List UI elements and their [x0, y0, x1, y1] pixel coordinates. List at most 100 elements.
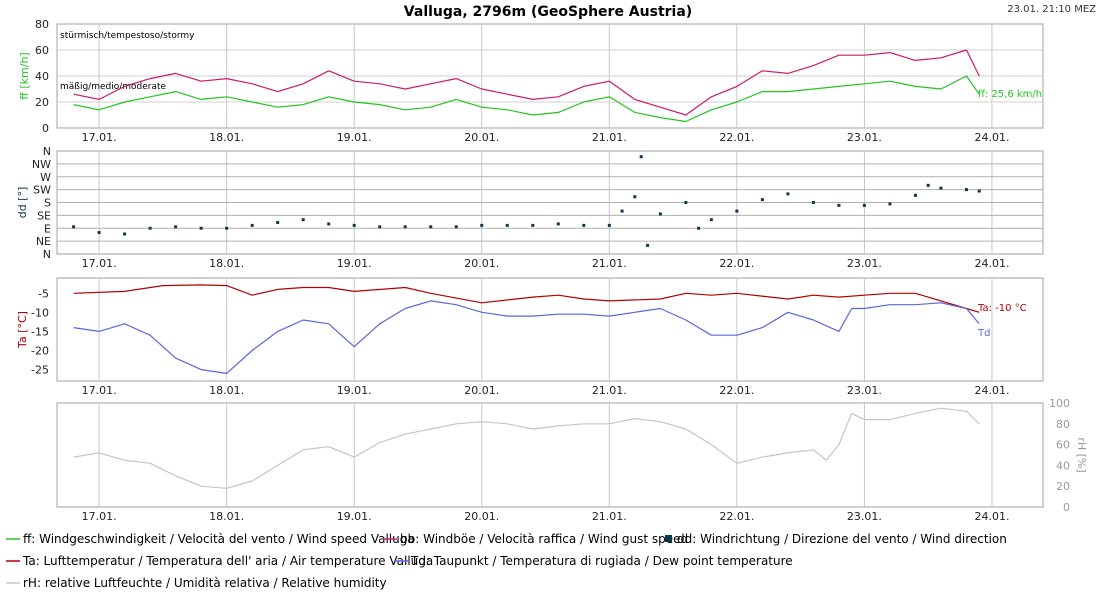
direction-point: [926, 183, 930, 187]
direction-point: [378, 225, 382, 229]
x-tick-label: 23.01.: [847, 384, 882, 397]
legend-item-bb: bb: Windböe / Velocità raffica / Wind gu…: [383, 532, 688, 546]
x-tick-label: 22.01.: [719, 257, 754, 270]
direction-point: [709, 218, 713, 222]
x-tick-label: 18.01.: [209, 257, 244, 270]
series-line-ff: [73, 75, 980, 123]
legend-label-bb: bb: Windböe / Velocità raffica / Wind gu…: [400, 532, 688, 546]
direction-point: [684, 201, 688, 204]
y-tick-label: 80: [1056, 418, 1070, 431]
direction-point: [123, 232, 127, 236]
current-value-ff: ff: 25,6 km/h: [978, 89, 1042, 100]
x-tick-label: 20.01.: [464, 384, 499, 397]
legend-item-ta: Ta: Lufttemperatur / Temperatura dell' a…: [6, 554, 433, 568]
y-tick-label: -10: [31, 306, 49, 319]
direction-point: [505, 223, 509, 227]
direction-point: [760, 198, 764, 202]
legend-item-ff: ff: Windgeschwindigkeit / Velocità del v…: [6, 532, 415, 546]
y-tick-label: SE: [37, 209, 51, 222]
direction-point: [786, 192, 790, 196]
x-tick-label: 21.01.: [592, 384, 627, 397]
direction-point: [964, 188, 968, 192]
x-tick-label: 24.01.: [974, 384, 1009, 397]
plot-frame: [56, 402, 1044, 508]
direction-point: [811, 201, 815, 204]
x-tick-label: 18.01.: [209, 131, 244, 144]
direction-point: [454, 225, 458, 229]
y-tick-label: 80: [35, 18, 49, 31]
x-tick-label: 20.01.: [464, 131, 499, 144]
legend-label-ff: ff: Windgeschwindigkeit / Velocità del v…: [23, 532, 415, 546]
y-tick-label: -5: [38, 287, 49, 300]
band-label-moderate: mäßig/medio/moderate: [60, 82, 167, 92]
x-tick-label: 19.01.: [337, 510, 372, 523]
direction-point: [633, 195, 637, 199]
legend: ff: Windgeschwindigkeit / Velocità del v…: [6, 532, 1007, 590]
direction-point: [582, 223, 586, 227]
direction-point: [174, 225, 178, 229]
y-tick-label: 0: [1063, 501, 1070, 514]
panels: 17.01. 18.01. 19.01. 20.01. 21.01. 22.01. 23.0…: [16, 18, 1088, 523]
current-value-td: Td: [977, 328, 990, 339]
direction-point: [620, 209, 624, 213]
direction-point: [646, 243, 650, 247]
y-tick-label: 20: [1056, 480, 1070, 493]
panel-humidity: 17.01. 18.01. 19.01. 20.01. 21.01. 22.01. 23.0…: [56, 397, 1088, 523]
legend-marker-dd: [665, 535, 672, 542]
direction-point: [225, 226, 229, 230]
y-tick-label: 20: [35, 96, 49, 109]
x-tick-label: 23.01.: [847, 257, 882, 270]
direction-point: [697, 226, 701, 230]
x-tick-label: 24.01.: [974, 131, 1009, 144]
panel-wind_direction: 17.01. 18.01. 19.01. 20.01. 21.01. 22.01. 23.0…: [16, 145, 1044, 270]
series-line-rh: [73, 407, 980, 489]
chart-title: Valluga, 2796m (GeoSphere Austria): [404, 4, 692, 20]
x-tick-label: 18.01.: [209, 510, 244, 523]
x-tick-label: 17.01.: [82, 131, 117, 144]
current-value-ta: Ta: -10 °C: [977, 303, 1027, 314]
series-line-bb: [73, 49, 980, 116]
direction-point: [556, 222, 560, 226]
x-tick-label: 22.01.: [719, 131, 754, 144]
direction-point: [862, 203, 866, 207]
y-tick-label: 40: [1056, 459, 1070, 472]
direction-point: [403, 225, 407, 229]
direction-point: [913, 193, 917, 197]
y-tick-label: 60: [1056, 439, 1070, 452]
direction-point: [352, 223, 356, 227]
panel-temperature: 17.01. 18.01. 19.01. 20.01. 21.01. 22.01. 23.0…: [16, 277, 1044, 397]
y-tick-label: N: [43, 248, 51, 261]
y-tick-label: 40: [35, 70, 49, 83]
y-axis-label: Ta [°C]: [16, 311, 29, 349]
x-tick-label: 21.01.: [592, 510, 627, 523]
y-tick-label: W: [40, 171, 51, 184]
y-axis-label: dd [°]: [16, 187, 29, 219]
x-tick-label: 22.01.: [719, 510, 754, 523]
y-tick-label: SW: [33, 184, 51, 197]
panel-wind_speed: 17.01. 18.01. 19.01. 20.01. 21.01. 22.01. 23.0…: [18, 18, 1044, 144]
y-axis-label: ff [km/h]: [18, 52, 31, 99]
direction-point: [276, 221, 280, 225]
x-tick-label: 22.01.: [719, 384, 754, 397]
series-line-td: [73, 300, 980, 374]
plot-frame: [56, 277, 1044, 382]
legend-label-rh: rH: relative Luftfeuchte / Umidità relat…: [23, 576, 387, 590]
direction-point: [658, 212, 662, 216]
legend-item-td: Td: Taupunkt / Temperatura di rugiada / …: [394, 554, 793, 568]
y-tick-label: -20: [31, 344, 49, 357]
direction-point: [939, 186, 943, 190]
direction-point: [429, 225, 433, 229]
x-tick-label: 17.01.: [82, 257, 117, 270]
y-tick-label: E: [44, 222, 51, 235]
series-line-ta: [73, 284, 980, 313]
x-tick-label: 17.01.: [82, 510, 117, 523]
direction-point: [72, 225, 76, 229]
direction-point: [301, 218, 305, 222]
x-tick-label: 21.01.: [592, 257, 627, 270]
y-tick-label: -15: [31, 325, 49, 338]
direction-point: [480, 223, 484, 227]
x-tick-label: 23.01.: [847, 131, 882, 144]
direction-point: [607, 223, 611, 227]
band-label-stormy: stürmisch/tempestoso/stormy: [60, 31, 195, 41]
